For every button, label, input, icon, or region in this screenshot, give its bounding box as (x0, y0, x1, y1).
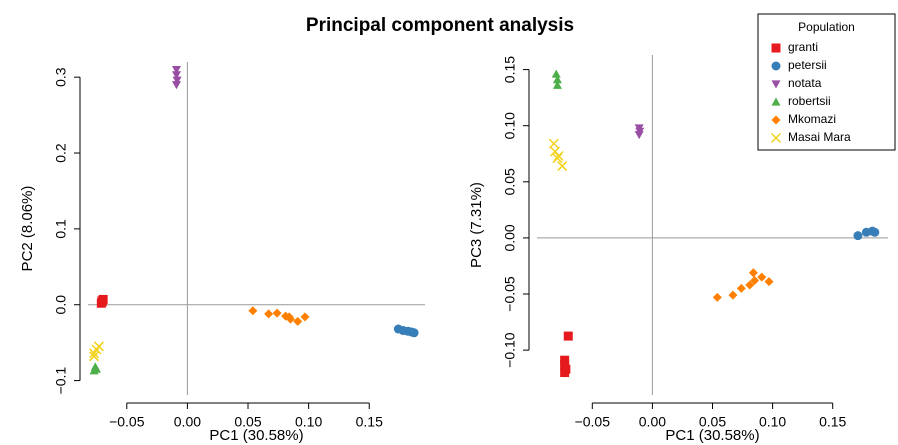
point (293, 316, 303, 326)
point (750, 276, 760, 286)
point (736, 283, 746, 293)
point (89, 351, 100, 362)
legend-label: granti (788, 40, 818, 54)
point (748, 268, 758, 278)
point (548, 138, 559, 149)
point (551, 69, 561, 78)
y-tick-label: −0.1 (53, 367, 69, 395)
point (634, 131, 644, 140)
legend-marker (771, 97, 781, 106)
point (870, 227, 880, 237)
legend-title: Population (798, 20, 855, 34)
point (248, 306, 258, 316)
legend-label: petersii (788, 58, 827, 72)
point (89, 366, 99, 375)
x-tick-label: 0.00 (174, 414, 201, 430)
x-tick-label: 0.00 (639, 414, 666, 430)
point (712, 292, 722, 302)
y-axis-label: PC3 (7.31%) (468, 182, 485, 268)
point (553, 150, 564, 162)
point (93, 341, 104, 352)
y-tick-label: −0.05 (502, 276, 518, 312)
point (764, 277, 774, 287)
x-tick-label: −0.05 (109, 414, 145, 430)
point (557, 161, 568, 172)
point (728, 290, 738, 300)
point (272, 308, 282, 318)
point (172, 76, 182, 85)
y-tick-label: 0.15 (502, 56, 518, 83)
point (171, 65, 181, 75)
point (635, 127, 645, 136)
legend-marker (771, 61, 781, 71)
legend-marker (771, 43, 781, 53)
y-tick-label: 0.2 (53, 143, 69, 163)
legend-marker (770, 132, 782, 144)
legend-label: Mkomazi (788, 112, 836, 126)
y-tick-label: 0.1 (53, 219, 69, 239)
point (264, 309, 274, 319)
legend-label: notata (788, 76, 822, 90)
y-tick-label: −0.10 (502, 332, 518, 368)
y-tick-label: 0.10 (502, 112, 518, 139)
legend-label: robertsii (788, 94, 831, 108)
x-axis-label: PC1 (30.58%) (209, 427, 303, 444)
point (552, 75, 562, 84)
point (745, 280, 755, 290)
y-tick-label: 0.05 (502, 168, 518, 195)
x-tick-label: −0.05 (575, 414, 611, 430)
y-axis-label: PC2 (8.06%) (19, 186, 36, 272)
point (552, 80, 562, 89)
point (853, 231, 863, 241)
y-tick-label: 0.3 (53, 67, 69, 87)
x-tick-label: 0.10 (759, 414, 786, 430)
x-tick-label: 0.05 (234, 414, 261, 430)
legend-box (757, 13, 896, 151)
legend-label: Masai Mara (788, 130, 851, 144)
x-tick-label: 0.15 (819, 414, 846, 430)
point (300, 312, 310, 322)
chart-title: Principal component analysis (306, 15, 574, 36)
point (757, 272, 767, 282)
x-tick-label: 0.05 (699, 414, 726, 430)
point (171, 71, 181, 80)
x-tick-label: 0.15 (356, 414, 383, 430)
point (560, 368, 570, 378)
legend-marker (771, 80, 781, 89)
x-tick-label: 0.10 (295, 414, 322, 430)
y-tick-label: 0.0 (53, 295, 69, 315)
point (409, 328, 419, 338)
legend-marker (771, 115, 781, 125)
y-tick-label: 0.00 (502, 224, 518, 251)
point (284, 312, 294, 322)
point (97, 297, 107, 307)
point (563, 331, 573, 341)
point (171, 81, 181, 90)
x-axis-label: PC1 (30.58%) (665, 427, 759, 444)
